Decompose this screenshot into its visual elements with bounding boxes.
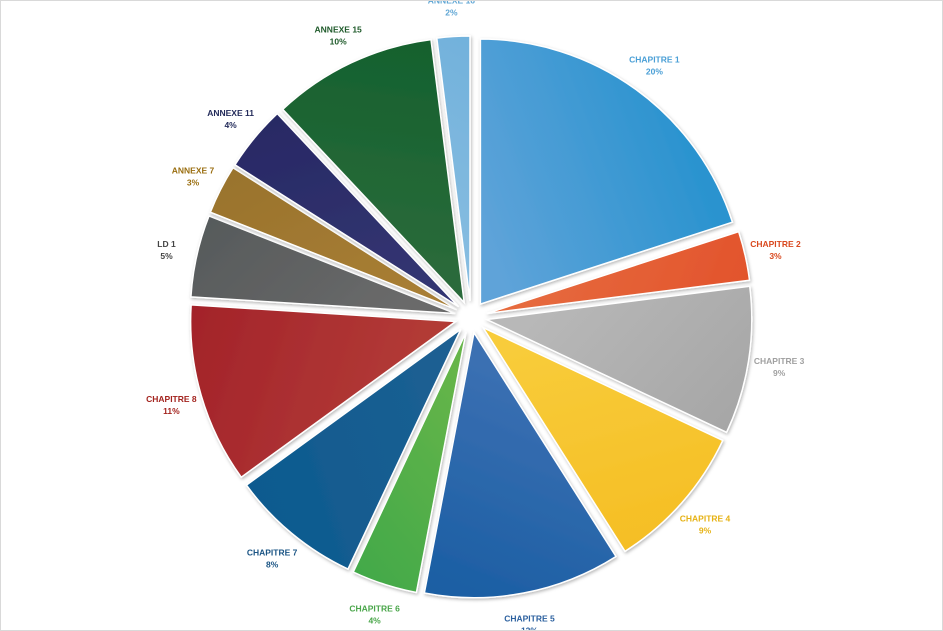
- data-label-annexe-11: ANNEXE 11 4%: [207, 108, 254, 130]
- slice-label-annexe-11: ANNEXE 11: [207, 108, 254, 118]
- data-label-chapitre-8: CHAPITRE 8 11%: [146, 394, 197, 416]
- slice-percent-chapitre-8: 11%: [163, 406, 180, 416]
- slice-label-annexe-16: ANNEXE 16: [428, 1, 476, 6]
- slice-percent-annexe-11: 4%: [224, 120, 237, 130]
- slice-percent-chapitre-2: 3%: [769, 251, 782, 261]
- data-label-chapitre-4: CHAPITRE 4 9%: [680, 513, 731, 535]
- slice-chapitre-6: [352, 331, 467, 594]
- slice-label-ld-1: LD 1: [157, 239, 176, 249]
- slice-label-chapitre-1: CHAPITRE 1: [629, 55, 680, 65]
- slice-chapitre-8: [189, 304, 458, 479]
- data-label-chapitre-2: CHAPITRE 2 3%: [750, 239, 801, 261]
- data-label-annexe-16: ANNEXE 16 2%: [428, 1, 476, 18]
- slice-percent-chapitre-3: 9%: [773, 368, 786, 378]
- slice-chapitre-4: [480, 325, 724, 553]
- slice-annexe-7: [209, 166, 458, 311]
- slice-chapitre-7: [245, 328, 462, 571]
- slice-percent-annexe-16: 2%: [445, 8, 458, 18]
- slice-label-chapitre-7: CHAPITRE 7: [247, 547, 298, 557]
- slice-label-chapitre-2: CHAPITRE 2: [750, 239, 801, 249]
- slice-label-chapitre-5: CHAPITRE 5: [504, 613, 555, 623]
- slice-chapitre-1: [479, 38, 734, 306]
- slice-percent-chapitre-5: 12%: [521, 625, 538, 630]
- data-label-chapitre-7: CHAPITRE 7 8%: [247, 547, 298, 569]
- slice-percent-annexe-7: 3%: [187, 177, 200, 187]
- slice-annexe-11: [233, 112, 460, 308]
- pie-slices: [189, 35, 753, 599]
- data-label-chapitre-6: CHAPITRE 6 4%: [349, 604, 400, 626]
- slice-percent-chapitre-6: 4%: [368, 616, 381, 626]
- slice-annexe-16: [435, 35, 471, 302]
- slice-label-chapitre-3: CHAPITRE 3: [754, 356, 805, 366]
- slice-chapitre-2: [486, 230, 751, 315]
- slice-percent-chapitre-1: 20%: [646, 67, 663, 77]
- slice-percent-ld-1: 5%: [160, 251, 173, 261]
- slice-label-annexe-7: ANNEXE 7: [172, 165, 215, 175]
- data-label-annexe-7: ANNEXE 7 3%: [172, 165, 215, 187]
- data-label-chapitre-3: CHAPITRE 3 9%: [754, 356, 805, 378]
- data-label-annexe-15: ANNEXE 15 10%: [315, 25, 363, 47]
- slice-chapitre-3: [484, 285, 753, 434]
- data-label-chapitre-1: CHAPITRE 1 20%: [629, 55, 680, 77]
- data-label-chapitre-5: CHAPITRE 5 12%: [504, 613, 555, 630]
- slice-percent-chapitre-4: 9%: [699, 525, 712, 535]
- slice-annexe-15: [281, 38, 466, 305]
- slice-label-annexe-15: ANNEXE 15: [315, 25, 363, 35]
- data-label-ld-1: LD 1 5%: [157, 239, 176, 261]
- slice-percent-chapitre-7: 8%: [266, 559, 279, 569]
- slice-label-chapitre-8: CHAPITRE 8: [146, 394, 197, 404]
- slice-ld-1: [190, 214, 456, 315]
- slice-chapitre-5: [423, 330, 618, 599]
- pie-labels: CHAPITRE 120%CHAPITRE 23%CHAPITRE 39%CHA…: [146, 1, 805, 630]
- slice-label-chapitre-4: CHAPITRE 4: [680, 513, 731, 523]
- slice-percent-annexe-15: 10%: [330, 37, 347, 47]
- slice-label-chapitre-6: CHAPITRE 6: [349, 604, 400, 614]
